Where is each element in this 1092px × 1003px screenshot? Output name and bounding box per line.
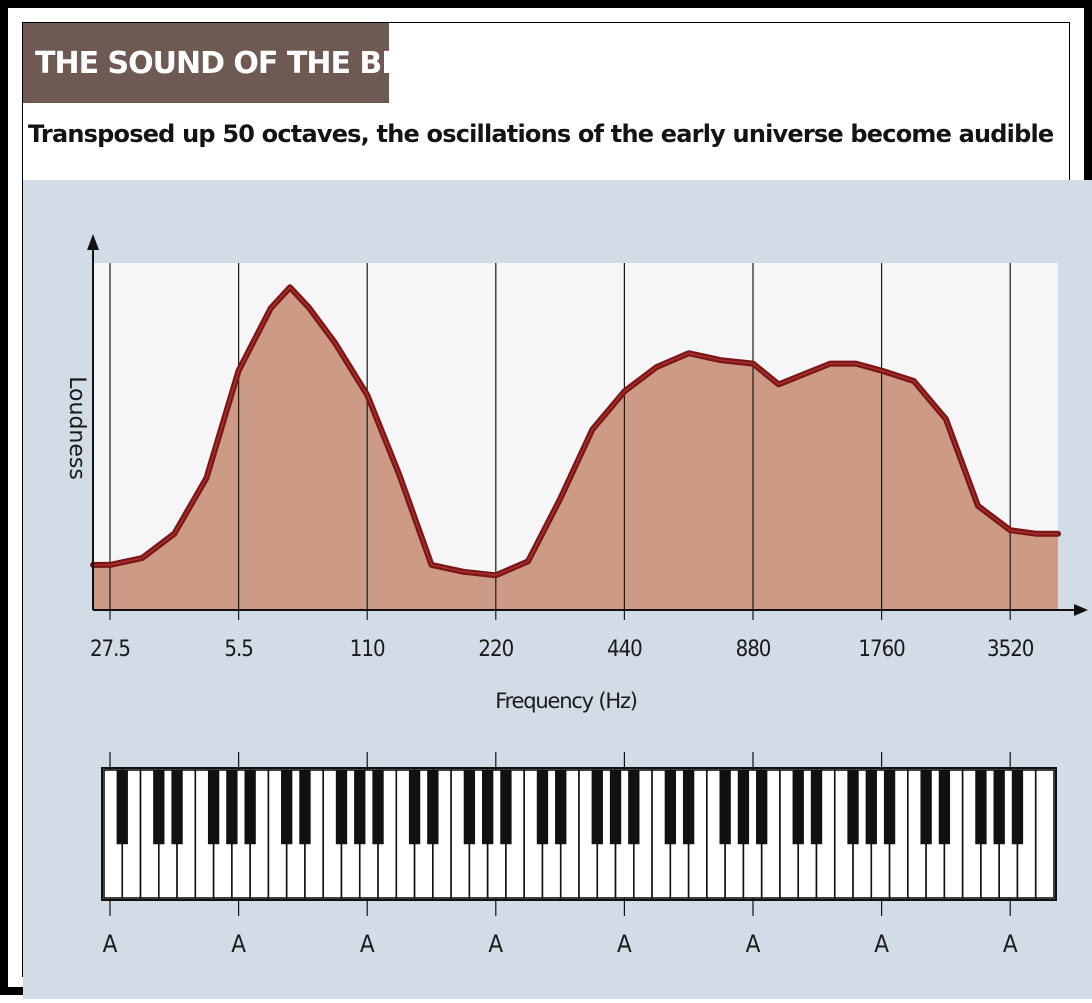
a-note-label: A [617,930,632,958]
series-line-highlight [93,286,1058,577]
a-note-label: A [746,930,761,958]
black-key [354,770,366,845]
x-tick-label: 440 [607,637,642,662]
black-key [682,770,695,845]
black-key [920,770,932,845]
chart-title: THE SOUND OF THE BIG BANG [35,45,517,81]
black-key [1011,770,1024,845]
black-key [335,770,348,845]
black-key [591,770,603,845]
black-key [299,770,311,845]
x-axis-arrow [1074,604,1088,616]
black-key [792,770,804,845]
black-key [536,770,549,845]
black-key [116,770,128,845]
black-key [628,770,640,845]
black-key [737,770,750,845]
black-key [408,770,421,845]
black-key [883,770,896,845]
black-key [719,770,731,845]
a-note-label: A [874,930,889,958]
black-key [427,770,439,845]
a-note-label: A [488,930,503,958]
black-key [226,770,238,845]
x-tick-label: 880 [736,637,771,662]
black-key [865,770,877,845]
title-box: THE SOUND OF THE BIG BANG [23,23,517,103]
black-key [207,770,220,845]
black-key [281,770,293,845]
black-key [372,770,384,845]
black-key [463,770,476,845]
black-key [847,770,859,845]
black-key [664,770,677,845]
black-key [756,770,768,845]
black-key [993,770,1005,845]
a-note-label: A [103,930,118,958]
black-key [244,770,256,845]
black-key [609,770,622,845]
black-key [975,770,987,845]
x-axis-label: Frequency (Hz) [495,689,637,713]
x-tick-label: 27.5 [90,637,130,662]
series-area [93,287,1058,610]
y-axis-label: Loudness [64,376,89,480]
y-axis-arrow [87,234,99,250]
a-note-label: A [360,930,375,958]
black-key [153,770,165,845]
black-key [555,770,567,845]
white-key [1034,769,1055,899]
x-tick-label: 5.5 [224,637,252,662]
black-key [171,770,183,845]
chart-subtitle: Transposed up 50 octaves, the oscillatio… [28,120,1054,148]
x-tick-label: 3520 [987,637,1034,662]
black-key [810,770,823,845]
black-key [500,770,512,845]
black-key [938,770,951,845]
x-tick-label: 220 [478,637,513,662]
black-key [481,770,494,845]
x-tick-label: 110 [350,637,385,662]
a-note-label: A [1003,930,1018,958]
chart-svg: 27.5 5.5 110 220 440 880 1760 3520 Frequency (Hz… [64,234,1088,958]
a-note-label: A [231,930,246,958]
x-tick-label: 1760 [858,637,905,662]
